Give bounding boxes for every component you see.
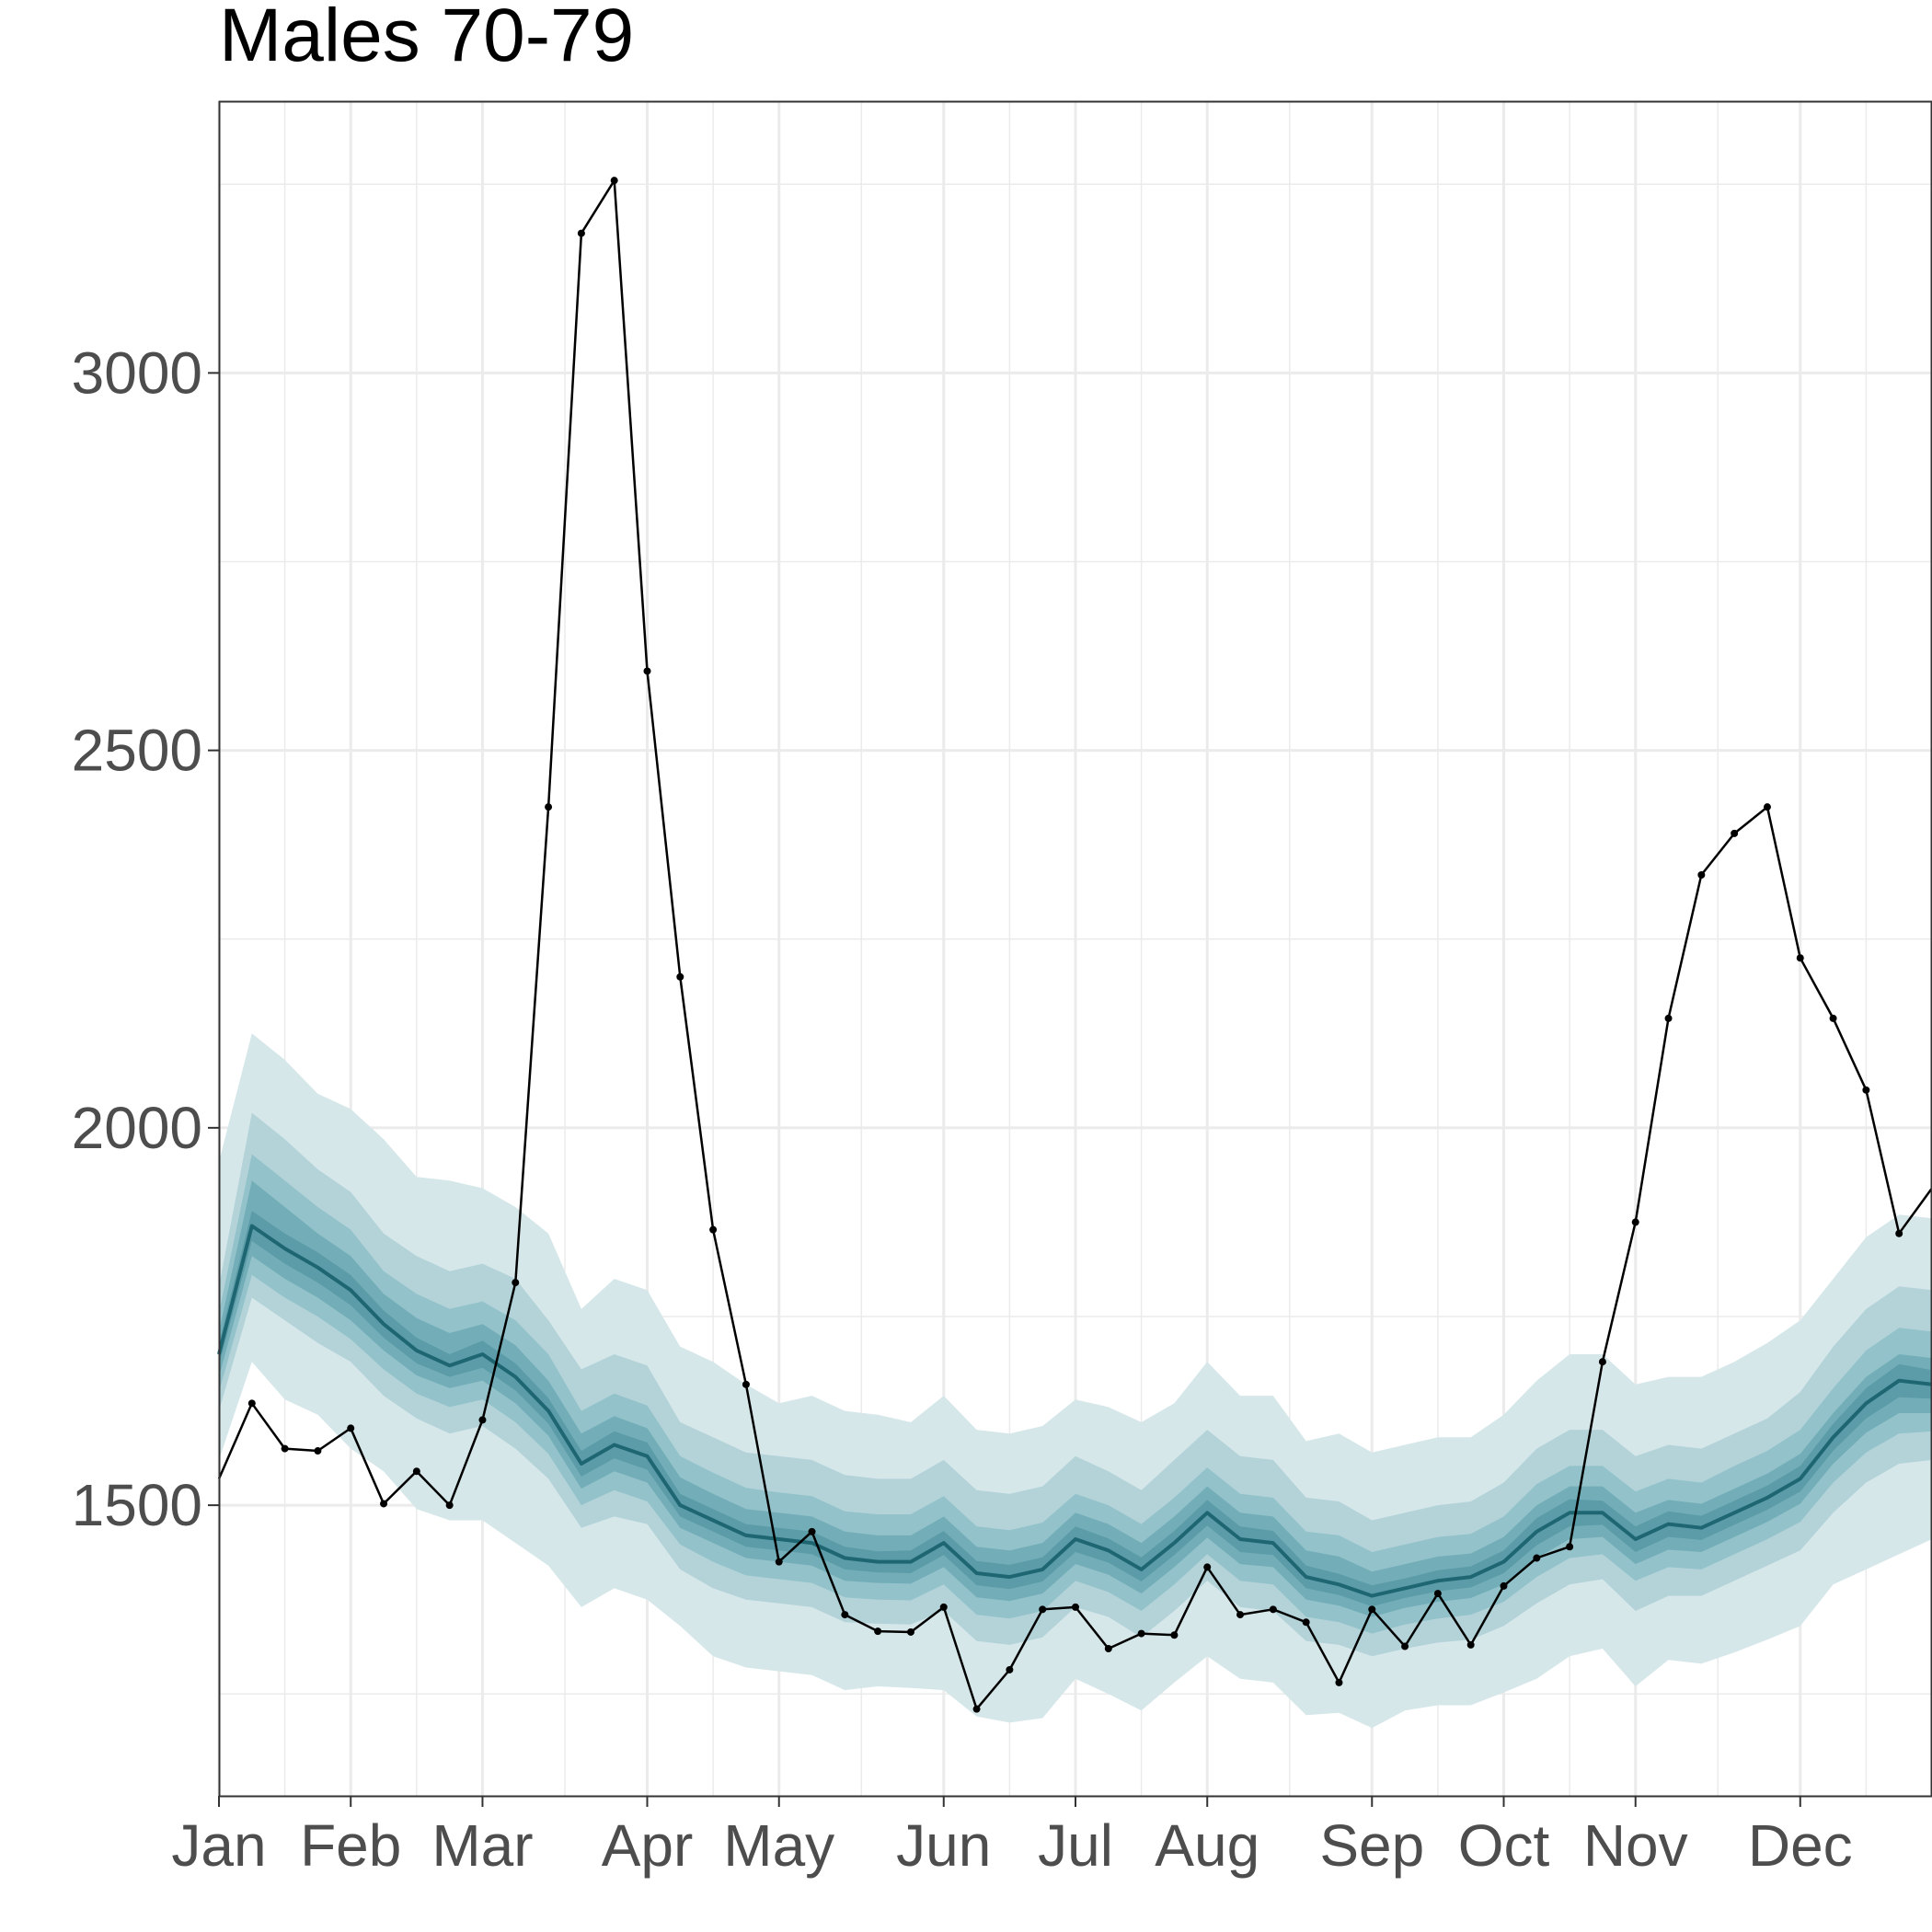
observed-point (1664, 1014, 1673, 1022)
band-prediction-interval-inner (219, 1211, 1932, 1607)
observed-point (709, 1225, 718, 1234)
x-tick-label: Jul (1038, 1812, 1113, 1879)
x-tick-label: Apr (602, 1812, 694, 1879)
observed-point (1598, 1358, 1606, 1366)
observed-point (874, 1627, 882, 1636)
observed-point (1533, 1554, 1541, 1562)
observed-point (1104, 1645, 1112, 1653)
y-tick-label: 1500 (72, 1472, 202, 1538)
observed-point (1368, 1605, 1376, 1614)
observed-point (841, 1611, 849, 1619)
y-tick-label: 3000 (72, 339, 202, 406)
observed-point (1203, 1563, 1212, 1571)
y-tick-label: 2500 (72, 718, 202, 784)
observed-point (808, 1527, 816, 1535)
observed-point (1566, 1543, 1574, 1551)
observed-point (577, 229, 585, 237)
observed-point (906, 1627, 914, 1636)
observed-point (742, 1380, 750, 1388)
observed-point (939, 1603, 948, 1611)
x-tick-label: Mar (431, 1812, 533, 1879)
observed-point (1072, 1603, 1079, 1611)
observed-point (1335, 1678, 1343, 1686)
observed-point (412, 1467, 420, 1476)
x-tick-label: May (723, 1812, 834, 1879)
x-tick-label: Jun (896, 1812, 991, 1879)
x-tick-label: Dec (1748, 1812, 1853, 1879)
observed-point (380, 1500, 388, 1508)
observed-point (314, 1447, 322, 1455)
observed-point (1829, 1014, 1837, 1022)
observed-point (610, 177, 618, 185)
x-tick-label: Sep (1319, 1812, 1424, 1879)
observed-points (247, 177, 1903, 1713)
observed-point (545, 803, 553, 811)
observed-point (775, 1558, 783, 1566)
observed-point (643, 667, 651, 675)
x-tick-label: Feb (300, 1812, 401, 1879)
axes: 1500 2000 2500 3000 Jan Feb Mar Apr May Jun Jul Aug… (72, 339, 1853, 1879)
observed-point (1039, 1605, 1047, 1614)
x-tick-label: Nov (1583, 1812, 1688, 1879)
observed-point (478, 1416, 487, 1424)
observed-point (247, 1399, 256, 1408)
observed-point (347, 1424, 355, 1432)
observed-point (1500, 1581, 1508, 1590)
observed-point (1170, 1631, 1179, 1639)
y-tick-label: 2000 (72, 1095, 202, 1161)
observed-point (1466, 1640, 1475, 1649)
observed-point (512, 1279, 520, 1287)
expected-median-line (217, 1224, 1932, 1598)
observed-point (1302, 1618, 1310, 1627)
observed-point (1631, 1218, 1639, 1226)
observed-point (1433, 1590, 1442, 1598)
observed-point (1697, 871, 1706, 880)
x-tick-label: Oct (1458, 1812, 1550, 1879)
observed-point (1269, 1605, 1277, 1614)
observed-point (281, 1444, 289, 1453)
observed-point (1006, 1665, 1014, 1673)
observed-point (1895, 1229, 1903, 1237)
x-tick-label: Jan (171, 1812, 266, 1879)
observed-point (972, 1705, 981, 1713)
observed-point (1796, 954, 1804, 962)
x-tick-label: Aug (1155, 1812, 1259, 1879)
observed-point (676, 972, 684, 981)
observed-point (445, 1501, 454, 1510)
observed-point (1137, 1629, 1145, 1638)
observed-point (1731, 829, 1739, 837)
observed-point (1862, 1086, 1870, 1094)
chart-title: Males 70-79 (219, 0, 634, 77)
observed-point (1401, 1642, 1409, 1650)
observed-point (1236, 1611, 1245, 1619)
observed-point (1763, 803, 1771, 811)
